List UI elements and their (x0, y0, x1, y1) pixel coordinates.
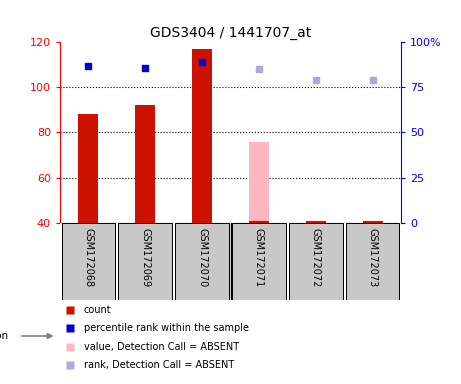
Bar (118, 223, 172, 323)
Text: GSM172072: GSM172072 (311, 228, 321, 287)
Bar (175, 223, 229, 323)
Bar (306, 221, 326, 223)
Text: value, Detection Call = ABSENT: value, Detection Call = ABSENT (84, 342, 239, 352)
Bar (230, 323, 401, 349)
Text: GSM172069: GSM172069 (140, 228, 150, 287)
Text: percentile rank within the sample: percentile rank within the sample (84, 323, 249, 333)
Text: count: count (84, 305, 112, 314)
Bar (135, 106, 155, 223)
Text: GSM172073: GSM172073 (367, 228, 378, 287)
Title: GDS3404 / 1441707_at: GDS3404 / 1441707_at (150, 26, 311, 40)
Text: GSM172070: GSM172070 (197, 228, 207, 287)
Text: homozygous null: homozygous null (272, 331, 360, 341)
Bar (62, 223, 115, 323)
Bar (249, 221, 269, 223)
Text: GSM172068: GSM172068 (83, 228, 94, 287)
Bar (232, 223, 286, 323)
Text: GSM172071: GSM172071 (254, 228, 264, 287)
Bar (289, 223, 343, 323)
Bar (60, 323, 230, 349)
Bar (346, 223, 399, 323)
Bar (192, 49, 212, 223)
Text: genotype/variation: genotype/variation (0, 331, 9, 341)
Text: rank, Detection Call = ABSENT: rank, Detection Call = ABSENT (84, 361, 234, 371)
Bar (78, 114, 98, 223)
Text: hetrozygous null: hetrozygous null (102, 331, 189, 341)
Bar (363, 221, 383, 223)
Bar (249, 142, 269, 223)
